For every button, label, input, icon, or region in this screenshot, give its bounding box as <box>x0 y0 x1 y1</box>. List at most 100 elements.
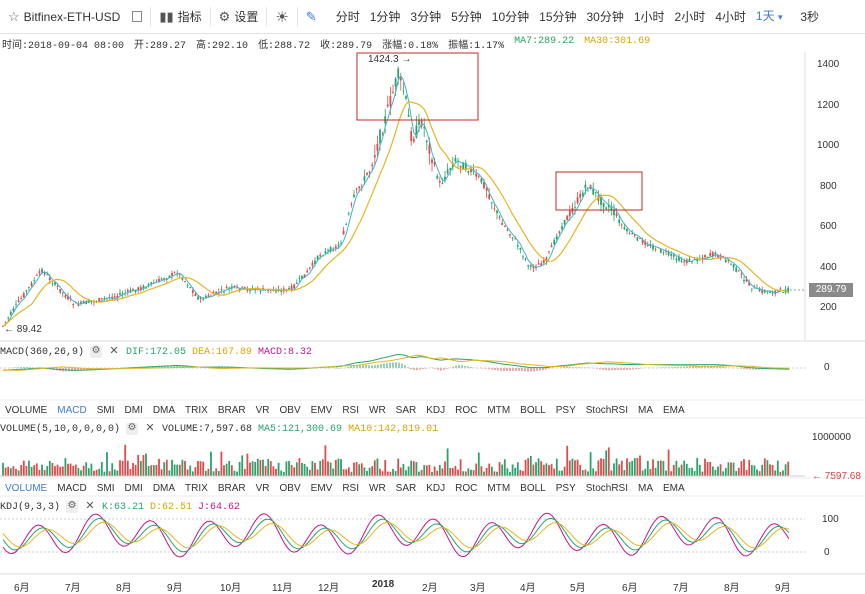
indicator-tab-roc[interactable]: ROC <box>455 483 478 494</box>
indicator-tab-smi[interactable]: SMI <box>96 483 115 494</box>
indicator-tab-dma[interactable]: DMA <box>152 405 176 416</box>
period-active-1d[interactable]: 1天 ▾ <box>751 6 788 27</box>
indicator-tab-ma[interactable]: MA <box>638 405 653 416</box>
candle-body <box>701 257 704 260</box>
indicator-tab-vr[interactable]: VR <box>255 483 270 494</box>
indicator-tab-rsi[interactable]: RSI <box>342 483 359 494</box>
kdj-gear-icon[interactable]: ⚙ <box>66 501 79 513</box>
period-8[interactable]: 2小时 <box>674 9 706 24</box>
candle-body <box>743 280 745 282</box>
period-7[interactable]: 1小时 <box>633 9 665 24</box>
indicator-tab-trix[interactable]: TRIX <box>185 405 208 416</box>
candle-body <box>25 290 28 292</box>
candle-body <box>659 248 662 253</box>
candle-body <box>33 280 36 282</box>
volume-bar <box>103 471 106 476</box>
month-label: 10月 <box>220 583 242 594</box>
indicator-tab-obv[interactable]: OBV <box>279 405 301 416</box>
period-6[interactable]: 30分钟 <box>586 9 624 24</box>
indicator-tab-trix[interactable]: TRIX <box>185 483 208 494</box>
macd-gear-icon[interactable]: ⚙ <box>90 346 103 358</box>
period-3[interactable]: 5分钟 <box>451 9 482 24</box>
indicator-tab-brar[interactable]: BRAR <box>217 483 246 494</box>
volume-bar <box>407 466 410 476</box>
period-9[interactable]: 4小时 <box>715 9 746 24</box>
indicator-tab-dmi[interactable]: DMI <box>124 483 143 494</box>
volume-bar <box>657 460 660 476</box>
indicator-tab-rsi[interactable]: RSI <box>342 405 359 416</box>
candle-body <box>532 266 535 269</box>
indicator-tab-dma[interactable]: DMA <box>152 483 176 494</box>
indicator-tab-wr[interactable]: WR <box>369 483 386 494</box>
indicator-tab-vr[interactable]: VR <box>255 405 270 416</box>
volume-bar <box>56 464 59 476</box>
volume-bar <box>217 470 220 476</box>
candle-body <box>147 284 150 286</box>
macd-dea: DEA:167.89 <box>192 346 253 358</box>
indicator-tab-wr[interactable]: WR <box>369 405 386 416</box>
period-1[interactable]: 1分钟 <box>369 9 401 24</box>
indicator-tab-mtm[interactable]: MTM <box>487 483 511 494</box>
indicators-button[interactable]: ▮▮ 指标 <box>150 6 209 27</box>
star-icon[interactable]: ☆ <box>8 8 20 24</box>
indicator-tab-obv[interactable]: OBV <box>279 483 301 494</box>
period-0[interactable]: 分时 <box>335 9 360 24</box>
indicator-tab-kdj[interactable]: KDJ <box>426 483 446 494</box>
indicator-tab-volume[interactable]: VOLUME <box>5 405 48 416</box>
indicator-tab-kdj[interactable]: KDJ <box>426 405 446 416</box>
volume-bar <box>306 466 309 476</box>
indicator-tab-boll[interactable]: BOLL <box>520 405 546 416</box>
indicator-tab-macd[interactable]: MACD <box>57 405 87 416</box>
indicator-tab-ema[interactable]: EMA <box>663 405 685 416</box>
volume-bar <box>142 455 145 476</box>
volume-ma5: MA5:121,300.69 <box>258 423 343 435</box>
candle-body <box>672 254 675 257</box>
indicator-tab-dmi[interactable]: DMI <box>124 405 143 416</box>
indicator-tab-sar[interactable]: SAR <box>395 405 417 416</box>
kdj-close-icon[interactable]: ✕ <box>85 501 95 513</box>
indicator-tab-boll[interactable]: BOLL <box>520 483 546 494</box>
candle-body <box>428 144 431 154</box>
indicator-tab-macd[interactable]: MACD <box>57 483 87 494</box>
indicator-tab-roc[interactable]: ROC <box>455 405 478 416</box>
candle-body <box>685 259 688 264</box>
theme-toggle[interactable]: ☀ <box>266 6 296 27</box>
volume-top-tick: 1000000 <box>812 432 851 443</box>
copy-icon[interactable] <box>132 11 143 22</box>
volume-bar <box>129 469 132 476</box>
chevron-down-icon: ▾ <box>777 12 783 22</box>
candle-body <box>470 169 472 173</box>
symbol-selector[interactable]: ☆ Bitfinex-ETH-USD <box>0 9 150 25</box>
indicator-tab-psy[interactable]: PSY <box>555 483 576 494</box>
refresh-interval[interactable]: 3秒 <box>800 10 819 24</box>
indicator-tab-ema[interactable]: EMA <box>663 483 685 494</box>
period-5[interactable]: 15分钟 <box>539 9 577 24</box>
macd-close-icon[interactable]: ✕ <box>109 346 119 358</box>
period-2[interactable]: 3分钟 <box>410 9 442 24</box>
indicator-tab-sar[interactable]: SAR <box>395 483 417 494</box>
candle-body <box>542 260 545 263</box>
volume-bar <box>737 467 740 476</box>
volume-bar <box>787 461 790 476</box>
indicator-tab-emv[interactable]: EMV <box>310 405 333 416</box>
volume-close-icon[interactable]: ✕ <box>145 423 155 435</box>
indicator-tab-mtm[interactable]: MTM <box>487 405 511 416</box>
period-4[interactable]: 10分钟 <box>491 9 530 24</box>
indicator-tab-volume[interactable]: VOLUME <box>5 483 48 494</box>
draw-tool-button[interactable]: ✎ <box>296 6 325 27</box>
indicator-tab-psy[interactable]: PSY <box>555 405 576 416</box>
settings-button[interactable]: ⚙ 设置 <box>209 6 267 27</box>
indicator-tab-ma[interactable]: MA <box>638 483 653 494</box>
indicator-tab-emv[interactable]: EMV <box>310 483 333 494</box>
volume-bar <box>363 467 366 476</box>
indicator-tab-smi[interactable]: SMI <box>96 405 115 416</box>
indicator-tab-stochrsi[interactable]: StochRSI <box>585 483 628 494</box>
volume-gear-icon[interactable]: ⚙ <box>126 423 139 435</box>
indicator-tab-brar[interactable]: BRAR <box>217 405 246 416</box>
indicator-tab-stochrsi[interactable]: StochRSI <box>585 405 628 416</box>
volume-bar <box>693 471 696 476</box>
volume-bar <box>293 467 296 476</box>
candle-body <box>467 171 470 173</box>
candle-body <box>412 138 415 142</box>
